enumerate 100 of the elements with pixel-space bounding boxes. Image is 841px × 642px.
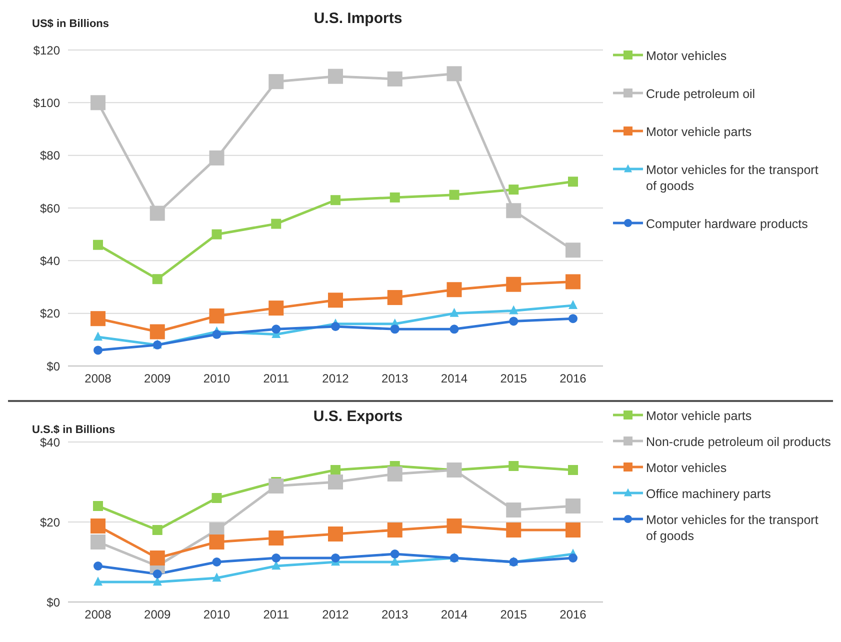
legend-label: Motor vehicles [646,48,728,64]
point [90,311,106,326]
point [390,192,400,202]
x-tick-label: 2009 [144,608,172,622]
point [212,330,222,339]
point [93,240,103,250]
point [506,203,522,218]
point [93,501,103,511]
x-tick-label: 2011 [263,372,290,386]
y-axis-title: US$ in Billions [32,18,110,30]
point [330,195,340,206]
point [150,324,165,340]
legend-label: Motor vehicle parts [646,408,753,424]
x-tick-label: 2008 [84,608,112,622]
point [152,525,162,535]
legend-label: Computer hardware products [646,216,809,232]
x-tick-label: 2015 [500,372,528,386]
point [150,206,165,221]
point [209,534,224,550]
y-tick-label: $100 [33,96,60,110]
point [509,316,518,326]
y-tick-label: $20 [40,515,60,530]
point [568,465,578,475]
x-tick-label: 2013 [382,372,409,386]
point [212,572,222,582]
point [328,474,343,490]
point [390,550,400,558]
point [94,332,102,341]
x-tick-label: 2008 [84,372,112,386]
point [566,242,580,258]
point [566,498,580,514]
point [566,274,580,290]
point [449,190,460,200]
point [508,461,519,471]
point [90,518,106,534]
point [272,324,281,334]
y-tick-label: $60 [40,201,60,216]
y-tick-label: $40 [40,435,60,450]
point [506,522,522,538]
point [328,526,343,542]
point [568,176,578,187]
y-tick-label: $0 [46,595,60,610]
x-tick-label: 2016 [560,372,587,386]
point [506,276,522,292]
point [331,554,340,562]
y-axis-title: U.S.$ in Billions [32,424,116,436]
legend-label: Motor vehicles for the transport of goods [646,162,820,194]
point [212,493,222,503]
point [268,478,284,494]
point [508,184,519,195]
point [268,530,284,546]
x-tick-label: 2015 [500,608,528,622]
point [446,462,462,478]
legend-label: Crude petroleum oil [646,86,756,102]
point [568,554,578,562]
point [568,314,578,324]
point [387,290,402,306]
x-tick-label: 2013 [382,608,409,622]
point [94,562,102,570]
legend-label: Motor vehicles [646,460,728,476]
y-tick-label: $20 [40,306,60,321]
point [330,465,340,475]
chart-title: U.S. Exports [312,408,404,425]
x-tick-label: 2011 [263,608,290,622]
point [446,282,462,298]
chart-title: U.S. Imports [312,10,404,27]
x-tick-label: 2010 [203,372,230,386]
point [268,300,284,316]
point [268,74,284,90]
legend-label: Motor vehicle parts [646,124,753,140]
point [390,324,400,334]
point [152,570,162,578]
x-tick-label: 2012 [322,372,350,386]
x-tick-label: 2014 [440,372,468,386]
point [331,322,340,331]
legend-label: Motor vehicles for the transport of goods [646,512,820,544]
point [90,95,106,110]
x-tick-label: 2016 [560,608,587,622]
point [328,68,343,84]
point [272,554,281,562]
point [94,346,102,355]
y-tick-label: $40 [40,254,60,268]
point [152,274,162,284]
point [509,305,518,314]
point [387,466,402,482]
y-tick-label: $0 [46,359,60,374]
point [328,292,343,308]
point [209,150,224,166]
point [446,518,462,534]
point [90,534,106,550]
point [450,324,459,334]
point [94,576,102,586]
y-tick-label: $120 [33,43,60,58]
point [150,550,165,566]
point [387,522,402,538]
legend-label: Non-crude petroleum oil products [646,434,831,450]
y-tick-label: $80 [40,148,60,163]
x-tick-label: 2009 [144,372,172,386]
point [212,558,222,566]
x-tick-label: 2012 [322,608,350,622]
